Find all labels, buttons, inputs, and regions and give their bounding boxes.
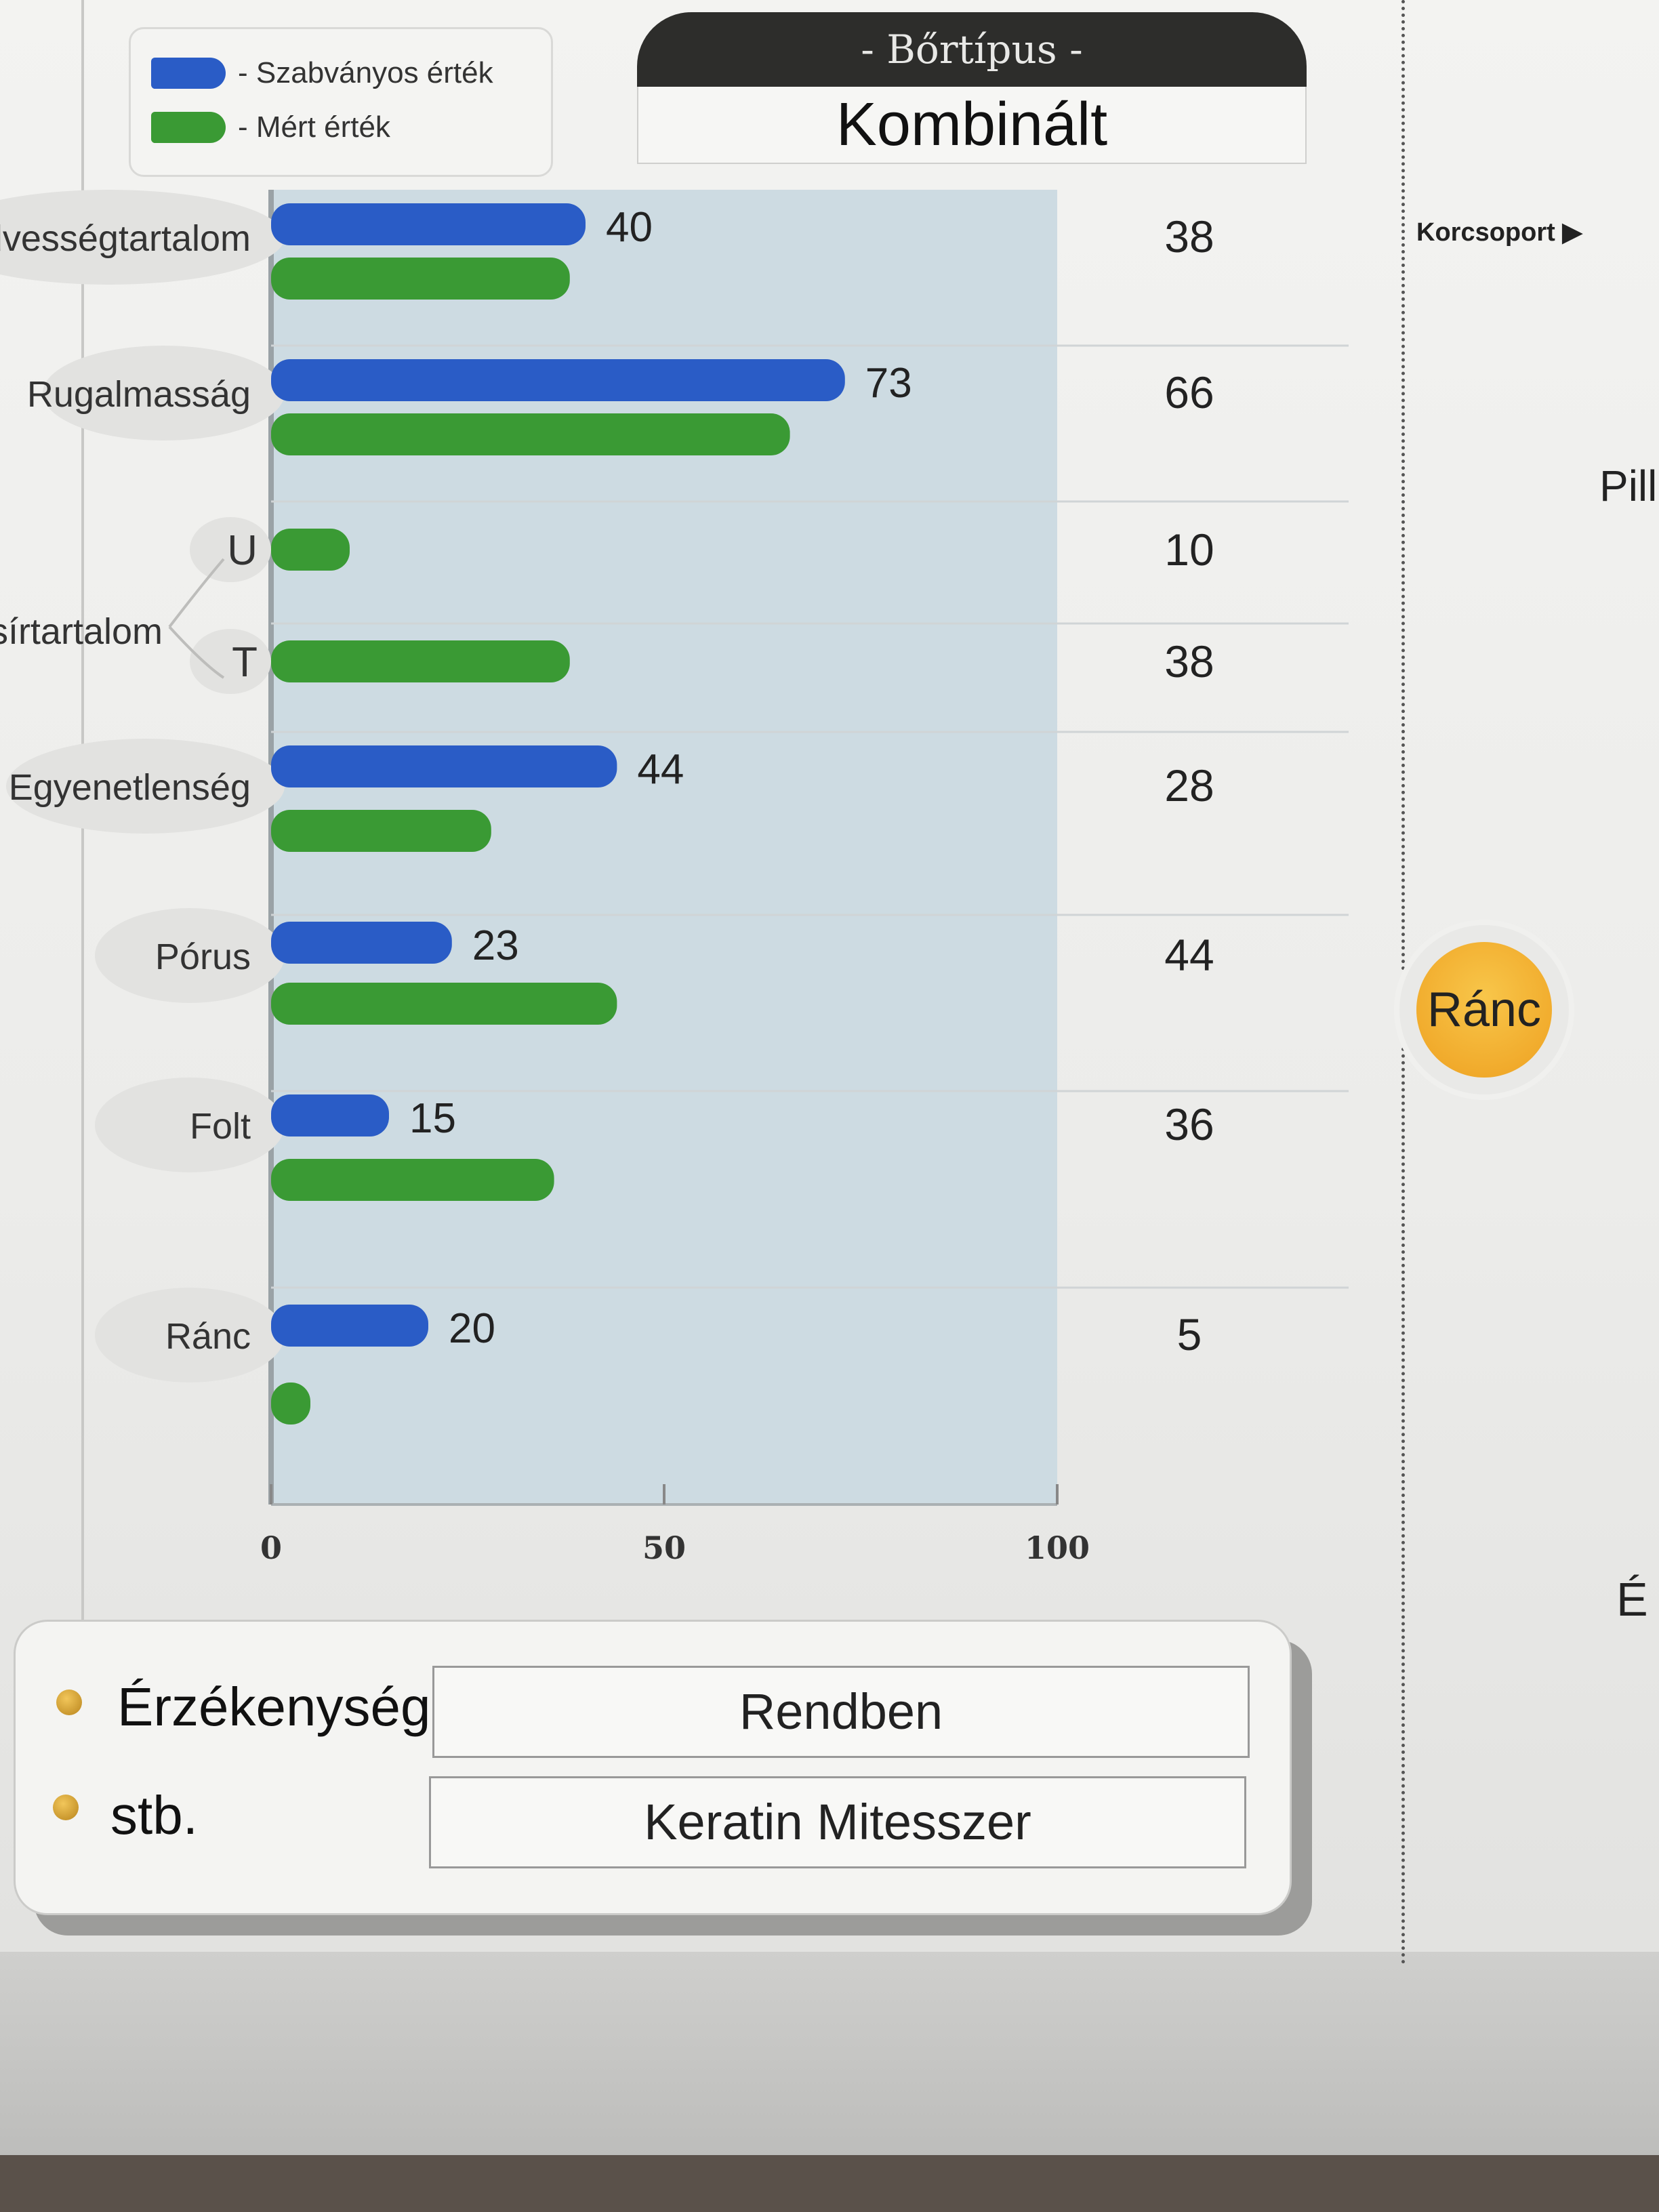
info-label-etc: stb.	[110, 1785, 198, 1845]
measured-bar	[271, 413, 790, 455]
table-edge	[0, 2155, 1659, 2212]
standard-bar	[271, 203, 586, 245]
category-bubble	[6, 739, 285, 834]
category-bubble	[95, 908, 285, 1003]
skin-analysis-bar-chart: Nedvességtartalom 40 38 Rugalmasság 73 66 U 10 T…	[0, 190, 1349, 1566]
standard-bar	[271, 922, 452, 964]
category-bubble	[95, 1288, 285, 1382]
group-label: Zsírtartalom	[0, 611, 163, 652]
measured-bar	[271, 258, 570, 300]
x-tick-label: 0	[260, 1530, 282, 1566]
category-label: T	[232, 639, 258, 686]
info-label-sensitivity: Érzékenység	[117, 1677, 431, 1737]
table-surface	[0, 1952, 1659, 2155]
measured-value-label: 38	[1164, 211, 1214, 262]
category-label: Nedvességtartalom	[0, 218, 251, 259]
standard-value-label: 40	[606, 204, 653, 251]
age-group-link[interactable]: Korcsoport ▶	[1416, 218, 1582, 247]
x-tick-label: 100	[1025, 1530, 1090, 1566]
measured-value-label: 44	[1164, 930, 1214, 980]
standard-value-label: 15	[409, 1095, 456, 1142]
standard-value-label: 23	[472, 922, 519, 969]
category-label: U	[227, 527, 258, 574]
legend-item-measured: - Mért érték	[151, 110, 390, 144]
category-bubble	[43, 346, 285, 441]
measured-value-label: 36	[1164, 1099, 1214, 1149]
skin-type-value: Kombinált	[637, 87, 1307, 164]
measured-bar	[271, 529, 350, 571]
category-bubble	[95, 1078, 285, 1172]
ranc-badge-button[interactable]: Ránc	[1416, 942, 1552, 1078]
info-panel: Érzékenység Rendben stb. Keratin Mitessz…	[14, 1620, 1292, 1915]
measured-value-label: 38	[1164, 636, 1214, 687]
category-label: Pórus	[155, 937, 251, 977]
group-bracket	[168, 558, 225, 679]
measured-value-label: 5	[1177, 1309, 1202, 1359]
standard-value-label: 73	[865, 360, 912, 407]
legend: - Szabványos érték - Mért érték	[129, 27, 553, 177]
legend-swatch-measured	[151, 112, 226, 143]
category-label: Ránc	[165, 1316, 251, 1357]
standard-bar	[271, 359, 845, 401]
measured-value-label: 28	[1164, 760, 1214, 811]
bullet-icon	[53, 1795, 79, 1820]
legend-label-measured: - Mért érték	[238, 110, 390, 144]
measured-bar	[271, 810, 491, 852]
legend-label-standard: - Szabványos érték	[238, 56, 493, 89]
partial-side-label-bottom: É	[1616, 1573, 1648, 1626]
category-label: Rugalmasság	[27, 374, 251, 415]
measured-bar	[271, 1382, 310, 1425]
category-label: Folt	[190, 1106, 251, 1147]
standard-value-label: 20	[449, 1305, 495, 1352]
category-bubble	[0, 190, 285, 285]
standard-bar	[271, 745, 617, 787]
x-tick-label: 50	[642, 1530, 686, 1566]
legend-swatch-standard	[151, 58, 226, 89]
info-value-sensitivity: Rendben	[432, 1666, 1250, 1758]
standard-bar	[271, 1305, 428, 1347]
partial-side-label: Pill	[1599, 462, 1658, 510]
skin-type-card: - Bőrtípus - Kombinált	[637, 12, 1307, 168]
bullet-icon	[56, 1689, 82, 1715]
skin-type-heading: - Bőrtípus -	[637, 12, 1307, 87]
measured-bar	[271, 983, 617, 1025]
measured-bar	[271, 640, 570, 682]
info-value-etc: Keratin Mitesszer	[429, 1776, 1246, 1868]
standard-value-label: 44	[637, 746, 684, 793]
standard-bar	[271, 1094, 389, 1136]
category-label: Egyenetlenség	[9, 767, 251, 808]
legend-item-standard: - Szabványos érték	[151, 56, 493, 90]
category-bubble	[190, 629, 271, 694]
measured-value-label: 10	[1164, 525, 1214, 575]
measured-value-label: 66	[1164, 367, 1214, 417]
category-bubble	[190, 517, 271, 582]
measured-bar	[271, 1159, 554, 1201]
